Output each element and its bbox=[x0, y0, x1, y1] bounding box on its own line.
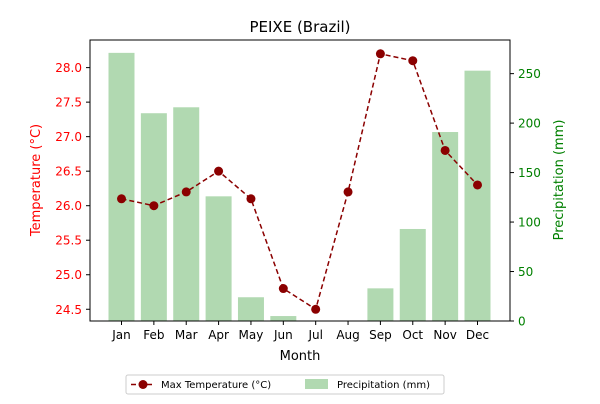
temperature-point-feb bbox=[149, 201, 159, 211]
left-y-tick-label: 24.5 bbox=[55, 303, 82, 317]
precipitation-bar-apr bbox=[205, 196, 232, 321]
left-y-axis-label: Temperature (°C) bbox=[29, 124, 44, 237]
precipitation-bar-jun bbox=[270, 316, 297, 321]
precipitation-bar-dec bbox=[464, 70, 491, 321]
x-tick-label-jul: Jul bbox=[307, 328, 322, 342]
precipitation-bar-sep bbox=[367, 288, 394, 321]
chart-title: PEIXE (Brazil) bbox=[249, 18, 350, 36]
x-tick-label-dec: Dec bbox=[466, 328, 489, 342]
legend: Max Temperature (°C) Precipitation (mm) bbox=[125, 374, 445, 395]
right-y-tick-label: 100 bbox=[518, 216, 541, 230]
x-tick-label-nov: Nov bbox=[433, 328, 456, 342]
legend-frame bbox=[125, 374, 445, 395]
temperature-point-apr bbox=[214, 166, 224, 176]
temperature-point-aug bbox=[343, 187, 353, 197]
precipitation-bar-oct bbox=[399, 228, 426, 321]
temperature-point-oct bbox=[408, 56, 418, 66]
left-y-tick-label: 25.5 bbox=[55, 234, 82, 248]
precipitation-bar-mar bbox=[173, 107, 200, 321]
temperature-point-dec bbox=[473, 180, 482, 190]
right-y-axis-label: Precipitation (mm) bbox=[552, 120, 567, 241]
left-y-tick-label: 28.0 bbox=[55, 61, 82, 75]
left-y-tick-label: 25.0 bbox=[55, 268, 82, 282]
x-axis: Jan Feb Mar Apr May Jun Jul Aug Sep Oct Nov Dec bbox=[111, 321, 489, 342]
temperature-line-group bbox=[117, 49, 482, 314]
x-axis-label: Month bbox=[280, 349, 321, 364]
left-y-tick-label: 26.5 bbox=[55, 165, 82, 179]
left-y-axis: 24.5 25.0 25.5 26.0 26.5 27.0 27.5 28.0 bbox=[55, 61, 90, 317]
precipitation-bars bbox=[108, 52, 491, 322]
plot-frame bbox=[89, 39, 511, 322]
temperature-point-jul bbox=[311, 304, 321, 314]
temperature-point-mar bbox=[181, 187, 191, 197]
x-tick-label-sep: Sep bbox=[369, 328, 392, 342]
temperature-point-jan bbox=[117, 194, 126, 204]
legend-temperature-marker-swatch bbox=[138, 380, 148, 389]
right-y-tick-label: 50 bbox=[518, 265, 533, 279]
precipitation-bar-feb bbox=[140, 113, 167, 321]
precipitation-bar-nov bbox=[432, 132, 459, 321]
right-y-axis: 0 50 100 150 200 250 bbox=[510, 67, 541, 329]
x-tick-label-apr: Apr bbox=[208, 328, 229, 342]
legend-precipitation-swatch bbox=[305, 379, 328, 389]
legend-temperature-label: Max Temperature (°C) bbox=[161, 380, 271, 391]
right-y-tick-label: 200 bbox=[518, 117, 541, 131]
precipitation-bar-jan bbox=[108, 52, 135, 322]
left-y-tick-label: 27.5 bbox=[55, 96, 82, 110]
temperature-line bbox=[121, 52, 479, 311]
right-y-tick-label: 150 bbox=[518, 166, 541, 180]
temperature-point-nov bbox=[440, 145, 450, 155]
x-tick-label-mar: Mar bbox=[175, 328, 198, 342]
temperature-point-jun bbox=[278, 284, 288, 294]
precipitation-bar-may bbox=[237, 297, 264, 321]
x-tick-label-feb: Feb bbox=[143, 328, 164, 342]
legend-precipitation-label: Precipitation (mm) bbox=[337, 380, 430, 391]
temperature-point-may bbox=[246, 194, 256, 204]
x-tick-label-jun: Jun bbox=[273, 328, 293, 342]
right-y-tick-label: 0 bbox=[518, 315, 526, 329]
x-tick-label-jan: Jan bbox=[111, 328, 131, 342]
left-y-tick-label: 26.0 bbox=[55, 199, 82, 213]
x-tick-label-aug: Aug bbox=[336, 328, 359, 342]
temperature-point-sep bbox=[375, 49, 385, 59]
left-y-tick-label: 27.0 bbox=[55, 130, 82, 144]
x-tick-label-oct: Oct bbox=[402, 328, 423, 342]
x-tick-label-may: May bbox=[239, 328, 264, 342]
right-y-tick-label: 250 bbox=[518, 67, 541, 81]
